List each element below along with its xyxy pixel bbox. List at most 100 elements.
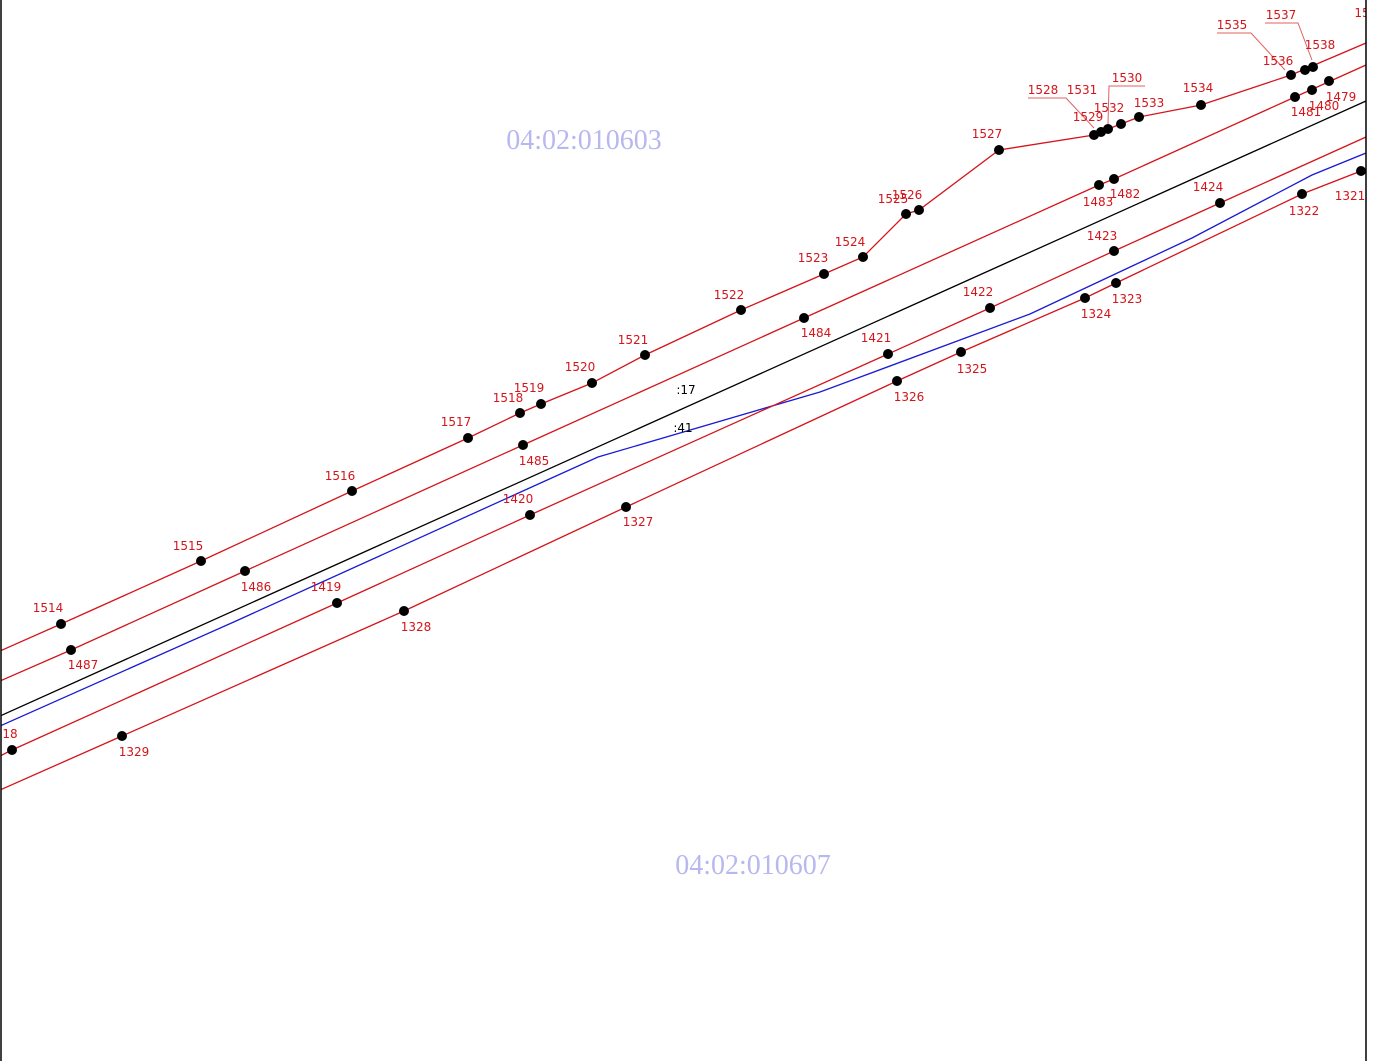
- parcel-label: 04:02:010607: [675, 850, 831, 881]
- survey-point: [901, 209, 911, 219]
- point-label: 1533: [1134, 96, 1165, 110]
- survey-point: [1307, 85, 1317, 95]
- point-label: 1515: [173, 539, 204, 553]
- point-label: 1517: [441, 415, 472, 429]
- leader-line: [1265, 22, 1313, 61]
- survey-point: [1308, 62, 1318, 72]
- point-label: 1522: [714, 288, 745, 302]
- survey-point: [892, 376, 902, 386]
- survey-point: [7, 745, 17, 755]
- survey-point: [525, 510, 535, 520]
- point-label: 1537: [1266, 8, 1297, 22]
- boundary-label: :17: [676, 383, 695, 397]
- survey-point: [956, 347, 966, 357]
- survey-point: [1356, 166, 1366, 176]
- point-label: 1525: [878, 192, 909, 206]
- point-label: 1536: [1263, 54, 1294, 68]
- survey-point: [994, 145, 1004, 155]
- survey-point: [883, 349, 893, 359]
- point-label: 1532: [1094, 101, 1125, 115]
- survey-point: [1290, 92, 1300, 102]
- survey-point: [799, 313, 809, 323]
- survey-point: [1116, 119, 1126, 129]
- leader-line: [1107, 85, 1145, 125]
- point-label: 1486: [241, 580, 272, 594]
- point-label: 1534: [1183, 81, 1214, 95]
- parcel-label: 04:02:010603: [506, 125, 662, 156]
- point-label: 1479: [1326, 90, 1357, 104]
- survey-point: [587, 378, 597, 388]
- survey-point: [347, 486, 357, 496]
- point-label: 1520: [565, 360, 596, 374]
- survey-point: [332, 598, 342, 608]
- survey-point: [1111, 278, 1121, 288]
- survey-point: [117, 731, 127, 741]
- point-label: 1531: [1067, 83, 1098, 97]
- survey-point: [1080, 293, 1090, 303]
- leader-line: [1028, 97, 1095, 129]
- survey-point: [1215, 198, 1225, 208]
- survey-point: [1286, 70, 1296, 80]
- survey-point: [1196, 100, 1206, 110]
- survey-point: [56, 619, 66, 629]
- point-label: 1481: [1291, 105, 1322, 119]
- point-label: 1322: [1289, 204, 1320, 218]
- point-label: 18: [2, 727, 17, 741]
- survey-point: [1094, 180, 1104, 190]
- point-label: 1524: [835, 235, 866, 249]
- point-label: 1422: [963, 285, 994, 299]
- point-label: 1523: [798, 251, 829, 265]
- survey-point: [914, 205, 924, 215]
- survey-point: [985, 303, 995, 313]
- point-label: 1326: [894, 390, 925, 404]
- survey-point: [399, 606, 409, 616]
- survey-point: [1109, 246, 1119, 256]
- point-label: 1538: [1305, 38, 1336, 52]
- survey-point: [640, 350, 650, 360]
- point-label: 1521: [618, 333, 649, 347]
- survey-point: [1109, 174, 1119, 184]
- survey-point: [819, 269, 829, 279]
- point-label: 1421: [861, 331, 892, 345]
- survey-point: [1103, 124, 1113, 134]
- survey-point: [240, 566, 250, 576]
- boundary-line: [1, 168, 1366, 791]
- boundary-line: [1, 100, 1366, 717]
- point-label: 1487: [68, 658, 99, 672]
- survey-point: [515, 408, 525, 418]
- point-label: 1530: [1112, 71, 1143, 85]
- point-label: 1483: [1083, 195, 1114, 209]
- point-label: 1518: [493, 391, 524, 405]
- point-label: 1419: [311, 580, 342, 594]
- point-label: 1329: [119, 745, 150, 759]
- point-label: 1327: [623, 515, 654, 529]
- point-label: 1484: [801, 326, 832, 340]
- boundary-label: :41: [673, 421, 692, 435]
- point-label: 1321: [1335, 189, 1366, 203]
- point-label: 1514: [33, 601, 64, 615]
- point-label: 1325: [957, 362, 988, 376]
- survey-point: [66, 645, 76, 655]
- point-label: 1424: [1193, 180, 1224, 194]
- survey-point: [1324, 76, 1334, 86]
- survey-point: [1297, 189, 1307, 199]
- point-label: 1423: [1087, 229, 1118, 243]
- survey-point: [858, 252, 868, 262]
- point-label: 1328: [401, 620, 432, 634]
- point-label: 1528: [1028, 83, 1059, 97]
- points: 1514148715151486151615171518151914851520…: [2, 6, 1369, 759]
- point-label: 1535: [1217, 18, 1248, 32]
- point-label: 1527: [972, 127, 1003, 141]
- boundary-line: [1, 64, 1366, 682]
- point-label: 1529: [1073, 110, 1104, 124]
- point-label: 1526: [892, 188, 923, 202]
- point-label: 1482: [1110, 187, 1141, 201]
- point-label: 15: [1354, 6, 1369, 20]
- survey-point: [463, 433, 473, 443]
- road-line: [1, 152, 1366, 727]
- boundary-line: [1, 136, 1366, 757]
- point-label: 1324: [1081, 307, 1112, 321]
- survey-point: [1300, 65, 1310, 75]
- point-label: 1480: [1309, 99, 1340, 113]
- boundary-line: [1, 42, 1366, 652]
